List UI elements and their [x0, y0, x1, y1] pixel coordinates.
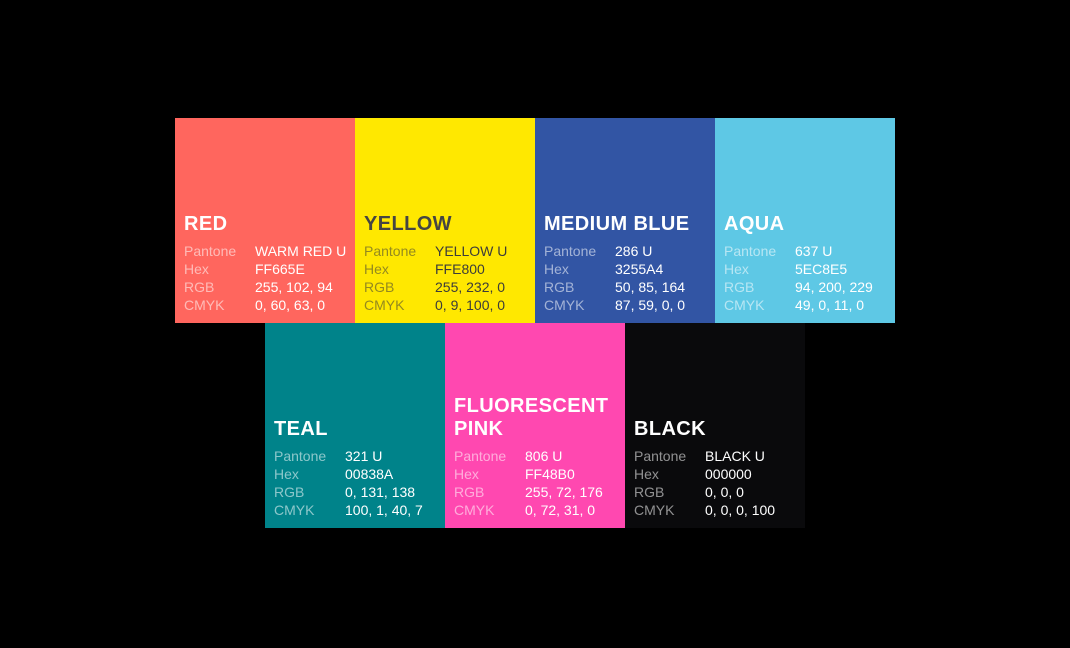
- spec-value-pantone: WARM RED U: [255, 243, 347, 259]
- swatch-title: BLACK: [634, 418, 706, 441]
- spec-label-hex: Hex: [724, 261, 749, 277]
- swatch-title: RED: [184, 213, 228, 236]
- spec-label-rgb: RGB: [724, 279, 755, 295]
- spec-value-cmyk: 100, 1, 40, 7: [345, 502, 423, 518]
- spec-label-pantone: Pantone: [184, 243, 237, 259]
- spec-value-hex: 5EC8E5: [795, 261, 848, 277]
- spec-label-rgb: RGB: [184, 279, 215, 295]
- spec-value-rgb: 50, 85, 164: [615, 279, 686, 295]
- spec-value-cmyk: 0, 72, 31, 0: [525, 502, 596, 518]
- spec-label-hex: Hex: [364, 261, 389, 277]
- spec-value-hex: 00838A: [345, 466, 394, 482]
- spec-label-rgb: RGB: [634, 484, 665, 500]
- spec-label-pantone: Pantone: [364, 243, 417, 259]
- spec-value-hex: FF48B0: [525, 466, 575, 482]
- spec-label-pantone: Pantone: [274, 448, 327, 464]
- spec-label-hex: Hex: [454, 466, 479, 482]
- spec-label-rgb: RGB: [274, 484, 305, 500]
- swatch-teal: TEAL Pantone 321 U Hex 00838A RGB 0, 131, 1…: [265, 323, 445, 528]
- spec-value-cmyk: 87, 59, 0, 0: [615, 297, 686, 313]
- spec-label-cmyk: CMYK: [454, 502, 495, 518]
- swatch-aqua: AQUA Pantone 637 U Hex 5EC8E5 RGB 94, 200, …: [715, 118, 895, 323]
- spec-label-rgb: RGB: [364, 279, 395, 295]
- swatch-fluorescent-pink: FLUORESCENT PINK Pantone 806 U Hex FF48B0 …: [445, 323, 625, 528]
- swatch-title: YELLOW: [364, 213, 452, 236]
- swatch-medium-blue: MEDIUM BLUE Pantone 286 U Hex 3255A4 RGB 50…: [535, 118, 715, 323]
- spec-value-pantone: BLACK U: [705, 448, 765, 464]
- spec-value-hex: FFE800: [435, 261, 485, 277]
- spec-label-pantone: Pantone: [634, 448, 687, 464]
- spec-label-cmyk: CMYK: [274, 502, 315, 518]
- swatch-specs: Pantone YELLOW U Hex FFE800 RGB 255, 232, 0…: [364, 242, 529, 314]
- spec-label-pantone: Pantone: [544, 243, 597, 259]
- swatch-title: FLUORESCENT PINK: [454, 395, 609, 441]
- spec-label-pantone: Pantone: [724, 243, 777, 259]
- swatch-specs: Pantone 321 U Hex 00838A RGB 0, 131, 138 CM…: [274, 447, 439, 519]
- spec-value-rgb: 255, 72, 176: [525, 484, 603, 500]
- spec-value-cmyk: 0, 60, 63, 0: [255, 297, 326, 313]
- swatch-specs: Pantone 806 U Hex FF48B0 RGB 255, 72, 176 C…: [454, 447, 619, 519]
- spec-value-rgb: 94, 200, 229: [795, 279, 873, 295]
- spec-value-pantone: 286 U: [615, 243, 653, 259]
- swatch-title: MEDIUM BLUE: [544, 213, 690, 236]
- spec-value-rgb: 0, 0, 0: [705, 484, 744, 500]
- spec-label-cmyk: CMYK: [634, 502, 675, 518]
- spec-value-rgb: 255, 102, 94: [255, 279, 333, 295]
- spec-label-hex: Hex: [274, 466, 299, 482]
- spec-value-pantone: 321 U: [345, 448, 383, 464]
- spec-label-cmyk: CMYK: [364, 297, 405, 313]
- swatch-title: TEAL: [274, 418, 328, 441]
- spec-value-cmyk: 0, 9, 100, 0: [435, 297, 506, 313]
- swatch-specs: Pantone BLACK U Hex 000000 RGB 0, 0, 0 CMYK…: [634, 447, 799, 519]
- spec-label-cmyk: CMYK: [724, 297, 765, 313]
- spec-value-pantone: 637 U: [795, 243, 833, 259]
- spec-value-hex: FF665E: [255, 261, 305, 277]
- spec-label-cmyk: CMYK: [184, 297, 225, 313]
- spec-value-hex: 3255A4: [615, 261, 664, 277]
- swatch-black: BLACK Pantone BLACK U Hex 000000 RGB 0, 0, …: [625, 323, 805, 528]
- swatch-red: RED Pantone WARM RED U Hex FF665E RGB 255, …: [175, 118, 355, 323]
- spec-value-cmyk: 49, 0, 11, 0: [795, 297, 865, 313]
- spec-value-cmyk: 0, 0, 0, 100: [705, 502, 776, 518]
- swatch-title: AQUA: [724, 213, 785, 236]
- spec-value-pantone: 806 U: [525, 448, 563, 464]
- swatch-specs: Pantone 637 U Hex 5EC8E5 RGB 94, 200, 229 C…: [724, 242, 889, 314]
- spec-value-hex: 000000: [705, 466, 752, 482]
- swatch-yellow: YELLOW Pantone YELLOW U Hex FFE800 RGB 255,…: [355, 118, 535, 323]
- swatch-specs: Pantone 286 U Hex 3255A4 RGB 50, 85, 164 CM…: [544, 242, 709, 314]
- spec-label-hex: Hex: [634, 466, 659, 482]
- spec-label-rgb: RGB: [454, 484, 485, 500]
- spec-value-pantone: YELLOW U: [435, 243, 508, 259]
- swatch-specs: Pantone WARM RED U Hex FF665E RGB 255, 102,…: [184, 242, 349, 314]
- spec-label-pantone: Pantone: [454, 448, 507, 464]
- spec-label-hex: Hex: [544, 261, 569, 277]
- spec-label-rgb: RGB: [544, 279, 575, 295]
- spec-value-rgb: 0, 131, 138: [345, 484, 416, 500]
- spec-label-hex: Hex: [184, 261, 209, 277]
- spec-value-rgb: 255, 232, 0: [435, 279, 506, 295]
- spec-label-cmyk: CMYK: [544, 297, 585, 313]
